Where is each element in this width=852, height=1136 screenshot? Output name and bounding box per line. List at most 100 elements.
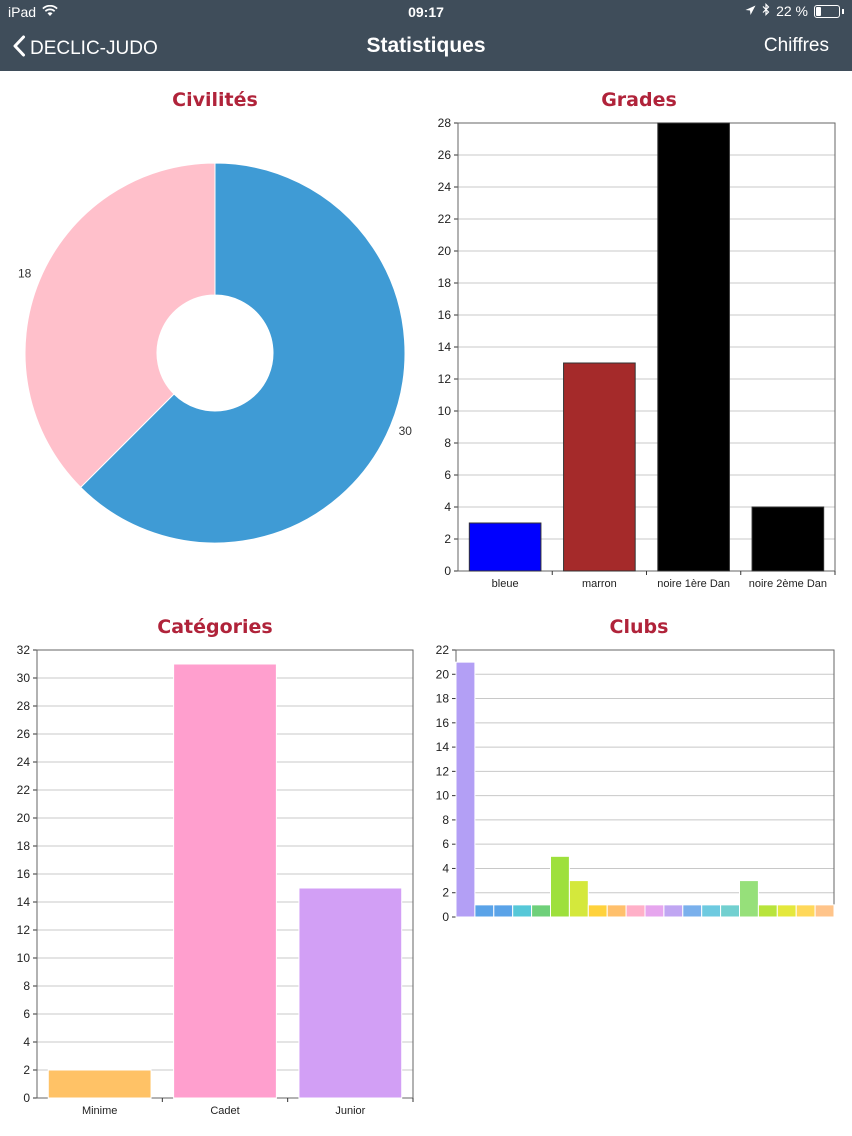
bar (701, 904, 722, 918)
bar (568, 880, 589, 918)
y-tick-label: 8 (23, 979, 30, 993)
status-left: iPad (8, 4, 58, 20)
grades-title: Grades (601, 89, 677, 111)
y-tick-label: 20 (436, 667, 450, 681)
clubs-title: Clubs (609, 616, 669, 638)
y-tick-label: 32 (17, 643, 31, 657)
civilites-chart: 30 18 (18, 162, 413, 544)
y-tick-label: 2 (442, 886, 449, 900)
x-tick-label: marron (582, 578, 617, 590)
bar (474, 904, 495, 918)
y-tick-label: 26 (17, 727, 31, 741)
y-tick-label: 28 (17, 699, 31, 713)
y-tick-label: 0 (442, 910, 449, 924)
y-tick-label: 24 (438, 180, 452, 194)
bar (47, 1069, 152, 1099)
y-tick-label: 2 (23, 1063, 30, 1077)
x-tick-label: Minime (82, 1105, 117, 1117)
wifi-icon (42, 4, 58, 20)
y-tick-label: 12 (436, 764, 450, 778)
bar (720, 904, 741, 918)
y-tick-label: 22 (438, 212, 452, 226)
y-tick-label: 8 (442, 813, 449, 827)
civilites-title: Civilités (172, 89, 258, 111)
back-button[interactable]: DECLIC-JUDO (12, 35, 158, 63)
y-tick-label: 22 (436, 643, 450, 657)
bar (587, 904, 608, 918)
y-tick-label: 14 (436, 740, 450, 754)
bar (173, 663, 277, 1099)
pie-slice (79, 162, 406, 544)
plot-frame (455, 649, 835, 918)
y-tick-label: 0 (444, 564, 451, 578)
bar (739, 880, 759, 918)
chiffres-button[interactable]: Chiffres (763, 35, 829, 56)
battery-percent: 22 % (776, 3, 808, 19)
y-tick-label: 12 (17, 923, 31, 937)
bar (751, 506, 825, 572)
y-tick-label: 2 (444, 532, 451, 546)
nav-bar: DECLIC-JUDO Statistiques Chiffres (0, 24, 852, 71)
bar (814, 904, 835, 918)
y-tick-label: 24 (17, 755, 31, 769)
location-arrow-icon (745, 3, 756, 19)
y-tick-label: 12 (438, 372, 452, 386)
y-tick-label: 6 (442, 837, 449, 851)
y-tick-label: 16 (438, 308, 452, 322)
slice-label: 30 (399, 424, 413, 438)
y-tick-label: 14 (438, 340, 452, 354)
bluetooth-icon (762, 3, 770, 19)
y-tick-label: 4 (23, 1035, 30, 1049)
x-tick-label: noire 2ème Dan (749, 578, 827, 590)
y-tick-label: 28 (438, 116, 452, 130)
x-tick-label: bleue (492, 578, 519, 590)
y-tick-label: 20 (17, 811, 31, 825)
bar (512, 904, 533, 918)
bar (493, 904, 514, 918)
y-tick-label: 10 (438, 404, 452, 418)
battery-icon (814, 4, 840, 18)
x-tick-label: Junior (335, 1105, 365, 1117)
bar (657, 122, 730, 572)
status-right: 22 % (745, 3, 844, 19)
status-time: 09:17 (408, 4, 444, 20)
bar (625, 904, 646, 918)
x-tick-label: noire 1ère Dan (657, 578, 730, 590)
bar (563, 362, 636, 572)
bar (663, 904, 684, 918)
bar (682, 904, 703, 918)
bar (468, 522, 542, 572)
battery-level (816, 6, 821, 16)
slice-label: 18 (18, 266, 32, 280)
categories-title: Catégories (157, 616, 273, 638)
y-tick-label: 0 (23, 1091, 30, 1105)
bar (776, 904, 797, 918)
bar (550, 855, 570, 918)
y-tick-label: 10 (17, 951, 31, 965)
y-tick-label: 8 (444, 436, 451, 450)
y-tick-label: 20 (438, 244, 452, 258)
y-tick-label: 16 (17, 867, 31, 881)
bar (606, 904, 627, 918)
y-tick-label: 18 (436, 692, 450, 706)
battery-tip (842, 8, 844, 14)
bar (644, 904, 665, 918)
chevron-left-icon (12, 35, 26, 63)
bar (298, 887, 403, 1099)
y-tick-label: 16 (436, 716, 450, 730)
bar (531, 904, 551, 918)
device-label: iPad (8, 4, 37, 20)
y-tick-label: 10 (436, 789, 450, 803)
y-tick-label: 22 (17, 783, 31, 797)
back-button-label: DECLIC-JUDO (30, 38, 158, 59)
y-tick-label: 18 (17, 839, 31, 853)
x-tick-label: Cadet (210, 1105, 239, 1117)
status-bar: iPad 09:17 22 % (0, 0, 852, 24)
y-tick-label: 26 (438, 148, 452, 162)
bar (455, 661, 476, 918)
y-tick-label: 18 (438, 276, 452, 290)
y-tick-label: 6 (444, 468, 451, 482)
pie-slice (24, 162, 216, 489)
y-tick-label: 14 (17, 895, 31, 909)
